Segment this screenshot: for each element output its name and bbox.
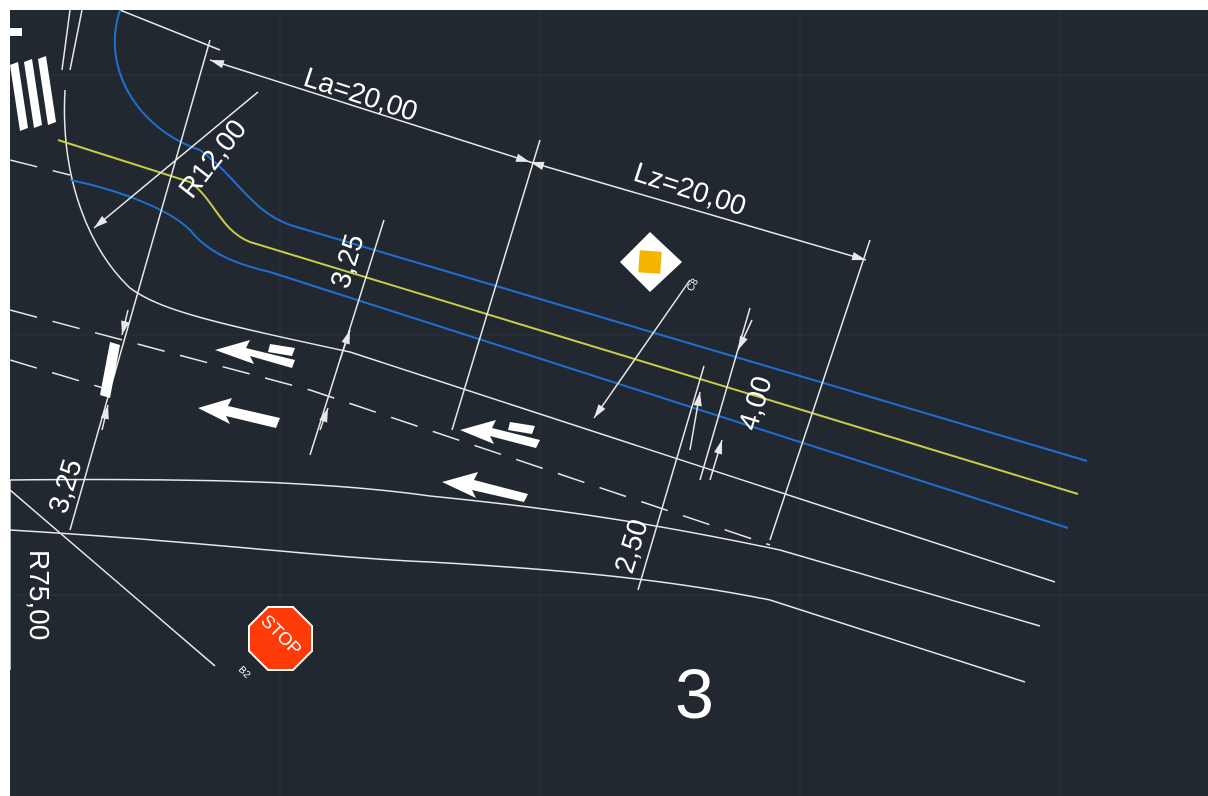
section-number: 3	[675, 655, 714, 733]
dimension-lane-width-left: 3,25	[42, 456, 88, 517]
dimension-width-taper: 2,50	[608, 516, 654, 577]
dimension-lz: Lz=20,00	[630, 156, 750, 221]
dimension-radius-large: R75,00	[24, 550, 55, 640]
lane-lines-blue	[69, 10, 1088, 529]
priority-sign-code: C8	[685, 277, 701, 294]
lane-dashes	[10, 159, 771, 546]
lane-arrow-marking-4	[442, 472, 528, 502]
drawing-canvas: La=20,00 Lz=20,00 R12,00 R75,00 3,25 3,2…	[10, 10, 1208, 796]
lane-arrow-marking-2	[198, 398, 280, 428]
dimension-radius-small: R12,00	[172, 113, 252, 203]
dimension-width-right: 4,00	[732, 373, 778, 434]
center-line-yellow	[57, 139, 1079, 495]
priority-road-sign: C8	[620, 232, 701, 294]
dimension-ticks	[100, 342, 120, 398]
dimension-lines	[69, 39, 871, 591]
dimension-lane-width-mid: 3,25	[324, 231, 370, 292]
cad-drawing: La=20,00 Lz=20,00 R12,00 R75,00 3,25 3,2…	[10, 10, 1208, 796]
stop-sign: STOP B2	[236, 606, 313, 681]
lane-arrow-marking-3	[460, 420, 540, 448]
lane-arrow-marking-1	[215, 340, 295, 368]
background-grid	[10, 10, 1208, 796]
road-edges	[10, 10, 1056, 683]
crosswalk	[10, 28, 56, 131]
dimension-la: La=20,00	[300, 61, 421, 127]
stop-sign-code: B2	[236, 664, 253, 681]
